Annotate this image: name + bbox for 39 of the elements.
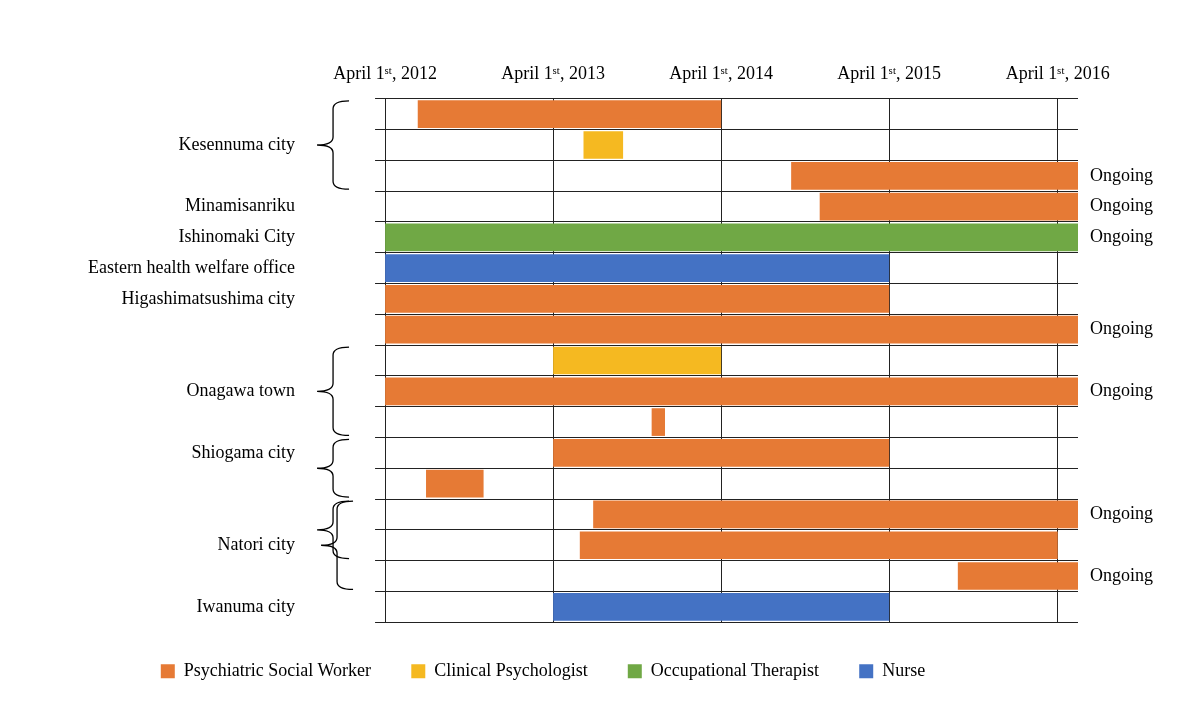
bar xyxy=(819,192,1078,221)
x-tick-label: April 1ˢᵗ, 2014 xyxy=(669,62,774,83)
y-tick-label: Iwanuma city xyxy=(196,595,296,616)
bar xyxy=(385,285,890,313)
bar xyxy=(593,500,1078,529)
bar xyxy=(553,592,890,621)
data-label: Ongoing xyxy=(1090,564,1153,585)
y-tick-label: Kesennuma city xyxy=(178,133,296,154)
bar xyxy=(957,562,1078,590)
legend-label: Nurse xyxy=(882,659,926,680)
bar xyxy=(553,439,890,467)
data-label: Ongoing xyxy=(1090,380,1153,401)
y-tick-label: Higashimatsushima city xyxy=(121,287,296,308)
bar xyxy=(553,346,722,375)
legend-label: Occupational Therapist xyxy=(650,659,819,680)
y-tick-label: Shiogama city xyxy=(191,441,296,462)
x-tick-label: April 1ˢᵗ, 2013 xyxy=(501,62,605,83)
data-label: Ongoing xyxy=(1090,164,1153,185)
y-tick-label: Minamisanriku xyxy=(185,195,296,216)
y-tick-label: Eastern health welfare office xyxy=(87,256,296,277)
data-label: Ongoing xyxy=(1090,195,1153,216)
legend-label: Psychiatric Social Worker xyxy=(183,659,371,680)
bar xyxy=(579,531,1058,560)
y-tick-label: Onagawa town xyxy=(186,380,296,401)
bar xyxy=(583,131,624,159)
bar xyxy=(651,408,665,436)
data-label: Ongoing xyxy=(1090,503,1153,524)
data-label: Ongoing xyxy=(1090,318,1153,339)
bar xyxy=(417,100,722,129)
bar xyxy=(791,161,1078,190)
y-tick-label: Natori city xyxy=(217,533,296,554)
x-tick-label: April 1ˢᵗ, 2016 xyxy=(1005,62,1110,83)
x-tick-label: April 1ˢᵗ, 2012 xyxy=(333,62,437,83)
legend-label: Clinical Psychologist xyxy=(434,659,588,680)
x-tick-label: April 1ˢᵗ, 2015 xyxy=(837,62,942,83)
y-tick-label: Ishinomaki City xyxy=(178,226,296,247)
bar xyxy=(426,469,484,498)
data-label: Ongoing xyxy=(1090,226,1153,247)
bar xyxy=(385,254,890,282)
